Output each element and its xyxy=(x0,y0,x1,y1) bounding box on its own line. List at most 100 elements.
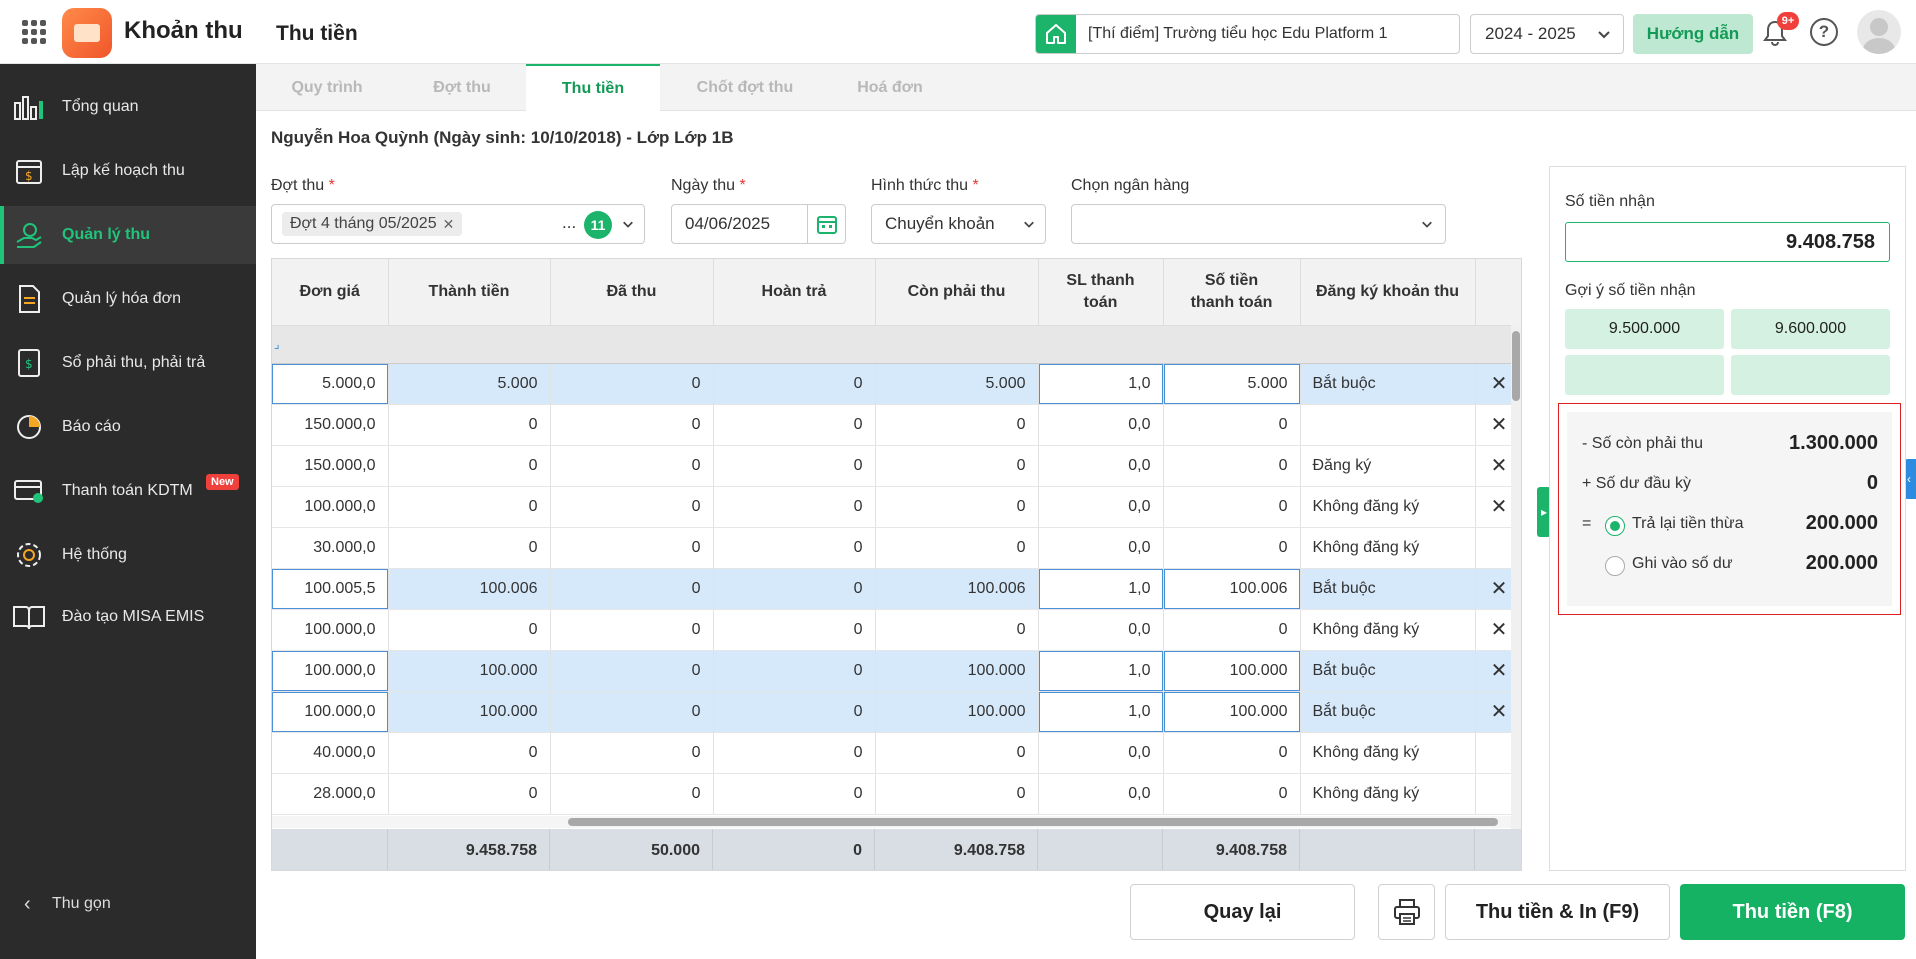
cell-dang-ky: Không đăng ký xyxy=(1300,609,1476,651)
tra-lai-row[interactable]: = Trả lại tiền thừa 200.000 xyxy=(1582,512,1878,536)
cell-so-tien[interactable]: 100.006 xyxy=(1163,568,1301,610)
cell-so-tien[interactable]: 0 xyxy=(1163,445,1301,487)
apps-grid-icon[interactable] xyxy=(22,20,46,44)
ngan-hang-label: Chọn ngân hàng xyxy=(1071,177,1190,194)
cell-sl[interactable]: 1,0 xyxy=(1038,568,1164,610)
cell-so-tien[interactable]: 0 xyxy=(1163,527,1301,569)
cell-sl[interactable]: 0,0 xyxy=(1038,404,1164,446)
radio-tra-lai[interactable] xyxy=(1605,516,1625,536)
hinh-thuc-select[interactable]: Chuyển khoản xyxy=(871,204,1046,244)
cell-don-gia[interactable]: 40.000,0 xyxy=(272,732,389,774)
cell-sl[interactable]: 1,0 xyxy=(1038,650,1164,692)
expand-panel-handle[interactable]: ▸ xyxy=(1537,487,1551,537)
collect-print-button[interactable]: Thu tiền & In (F9) xyxy=(1445,884,1670,940)
cell-don-gia[interactable]: 150.000,0 xyxy=(272,445,389,487)
remove-chip-icon[interactable]: ✕ xyxy=(442,215,455,232)
cell-don-gia[interactable]: 100.005,5 xyxy=(272,568,389,610)
cell-don-gia[interactable]: 150.000,0 xyxy=(272,404,389,446)
cell-so-tien[interactable]: 0 xyxy=(1163,404,1301,446)
tab-hoa-don[interactable]: Hoá đơn xyxy=(857,78,923,96)
table-row[interactable]: 100.000,0 0 0 0 0 0,0 0 Không đăng ký ✕ xyxy=(272,486,1521,528)
sidebar-item-so-phai-thu[interactable]: $ Sổ phải thu, phải trả xyxy=(0,334,256,392)
cell-hoan-tra: 0 xyxy=(713,609,876,651)
vertical-scrollbar[interactable] xyxy=(1511,325,1521,829)
table-row[interactable]: 100.005,5 100.006 0 0 100.006 1,0 100.006 Bắt b… xyxy=(272,568,1521,610)
guide-button[interactable]: Hướng dẫn xyxy=(1633,14,1753,54)
cell-don-gia[interactable]: 28.000,0 xyxy=(272,773,389,815)
cell-so-tien[interactable]: 0 xyxy=(1163,609,1301,651)
dot-thu-select[interactable]: Đợt 4 tháng 05/2025 ✕ ... 11 xyxy=(271,204,645,244)
table-row[interactable]: 150.000,0 0 0 0 0 0,0 0 ✕ xyxy=(272,404,1521,446)
sidebar-item-tong-quan[interactable]: Tổng quan xyxy=(0,78,256,136)
sidebar-item-quan-ly-hoa-don[interactable]: Quản lý hóa đơn xyxy=(0,270,256,328)
cell-sl[interactable]: 0,0 xyxy=(1038,527,1164,569)
calendar-icon[interactable] xyxy=(807,205,845,243)
radio-ghi-so-du[interactable] xyxy=(1605,556,1625,576)
suggestion-empty[interactable] xyxy=(1731,355,1890,395)
cell-sl[interactable]: 0,0 xyxy=(1038,732,1164,774)
cell-hoan-tra: 0 xyxy=(713,568,876,610)
table-row[interactable]: 150.000,0 0 0 0 0 0,0 0 Đăng ký ✕ xyxy=(272,445,1521,487)
tab-quy-trinh[interactable]: Quy trình xyxy=(291,78,363,96)
sidebar-item-lap-ke-hoach-thu[interactable]: $ Lập kế hoạch thu xyxy=(0,142,256,200)
cell-hoan-tra: 0 xyxy=(713,404,876,446)
chevron-down-icon xyxy=(623,221,633,228)
cell-don-gia[interactable]: 30.000,0 xyxy=(272,527,389,569)
cell-so-tien[interactable]: 0 xyxy=(1163,486,1301,528)
cell-sl[interactable]: 0,0 xyxy=(1038,773,1164,815)
cell-sl[interactable]: 0,0 xyxy=(1038,609,1164,651)
suggestion-empty[interactable] xyxy=(1565,355,1724,395)
cell-don-gia[interactable]: 100.000,0 xyxy=(272,486,389,528)
cell-don-gia[interactable]: 5.000,0 xyxy=(272,363,389,405)
chevron-left-icon: ‹ xyxy=(24,892,31,915)
cell-don-gia[interactable]: 100.000,0 xyxy=(272,650,389,692)
sidebar-item-bao-cao[interactable]: Báo cáo xyxy=(0,398,256,456)
sidebar-item-quan-ly-thu[interactable]: Quản lý thu xyxy=(0,206,256,264)
ngay-thu-input[interactable]: 04/06/2025 xyxy=(671,204,846,244)
table-row[interactable]: 100.000,0 100.000 0 0 100.000 1,0 100.000 Bắt b… xyxy=(272,691,1521,733)
cell-hoan-tra: 0 xyxy=(713,773,876,815)
ngan-hang-select[interactable] xyxy=(1071,204,1446,244)
cell-so-tien[interactable]: 100.000 xyxy=(1163,650,1301,692)
sidebar-item-dao-tao[interactable]: Đào tạo MISA EMIS xyxy=(0,588,256,646)
year-select[interactable]: 2024 - 2025 xyxy=(1470,14,1624,54)
table-row[interactable]: 5.000,0 5.000 0 0 5.000 1,0 5.000 Bắt buộc ✕ xyxy=(272,363,1521,405)
tab-dot-thu[interactable]: Đợt thu xyxy=(433,78,491,96)
cell-so-tien[interactable]: 0 xyxy=(1163,773,1301,815)
received-amount-input[interactable]: 9.408.758 xyxy=(1565,222,1890,262)
total-da-thu: 50.000 xyxy=(550,829,713,870)
cell-sl[interactable]: 1,0 xyxy=(1038,363,1164,405)
cell-don-gia[interactable]: 100.000,0 xyxy=(272,609,389,651)
table-row[interactable]: 40.000,0 0 0 0 0 0,0 0 Không đăng ký xyxy=(272,732,1521,774)
cell-con-phai-thu: 0 xyxy=(875,773,1039,815)
cell-sl[interactable]: 1,0 xyxy=(1038,691,1164,733)
tab-thu-tien[interactable]: Thu tiền xyxy=(526,64,660,111)
suggest-label: Gợi ý số tiền nhận xyxy=(1565,282,1696,299)
suggestion-button[interactable]: 9.500.000 xyxy=(1565,309,1724,349)
notification-badge: 9+ xyxy=(1777,12,1799,30)
collapse-button[interactable]: ‹ Thu gọn xyxy=(24,892,111,915)
print-button[interactable] xyxy=(1378,884,1435,940)
cell-sl[interactable]: 0,0 xyxy=(1038,445,1164,487)
school-selector[interactable]: [Thí điểm] Trường tiểu học Edu Platform … xyxy=(1035,14,1460,54)
horizontal-scrollbar[interactable] xyxy=(272,816,1511,828)
sidebar-item-he-thong[interactable]: Hệ thống xyxy=(0,526,256,584)
table-row[interactable]: 100.000,0 100.000 0 0 100.000 1,0 100.000 Bắt b… xyxy=(272,650,1521,692)
collect-button[interactable]: Thu tiền (F8) xyxy=(1680,884,1905,940)
cell-so-tien[interactable]: 100.000 xyxy=(1163,691,1301,733)
back-button[interactable]: Quay lại xyxy=(1130,884,1355,940)
cell-don-gia[interactable]: 100.000,0 xyxy=(272,691,389,733)
help-icon[interactable]: ? xyxy=(1810,18,1838,46)
tab-chot-dot-thu[interactable]: Chốt đợt thu xyxy=(696,78,794,96)
cell-so-tien[interactable]: 5.000 xyxy=(1163,363,1301,405)
cell-sl[interactable]: 0,0 xyxy=(1038,486,1164,528)
suggestion-button[interactable]: 9.600.000 xyxy=(1731,309,1890,349)
cell-thanh-tien: 0 xyxy=(388,445,551,487)
avatar[interactable] xyxy=(1857,10,1901,54)
ghi-so-du-row[interactable]: Ghi vào số dư 200.000 xyxy=(1567,550,1892,580)
table-row[interactable]: 30.000,0 0 0 0 0 0,0 0 Không đăng ký xyxy=(272,527,1521,569)
table-row[interactable]: 100.000,0 0 0 0 0 0,0 0 Không đăng ký ✕ xyxy=(272,609,1521,651)
table-row[interactable]: 28.000,0 0 0 0 0 0,0 0 Không đăng ký xyxy=(272,773,1521,815)
cell-so-tien[interactable]: 0 xyxy=(1163,732,1301,774)
sidebar-item-thanh-toan-kdtm[interactable]: Thanh toán KDTM New xyxy=(0,462,256,520)
